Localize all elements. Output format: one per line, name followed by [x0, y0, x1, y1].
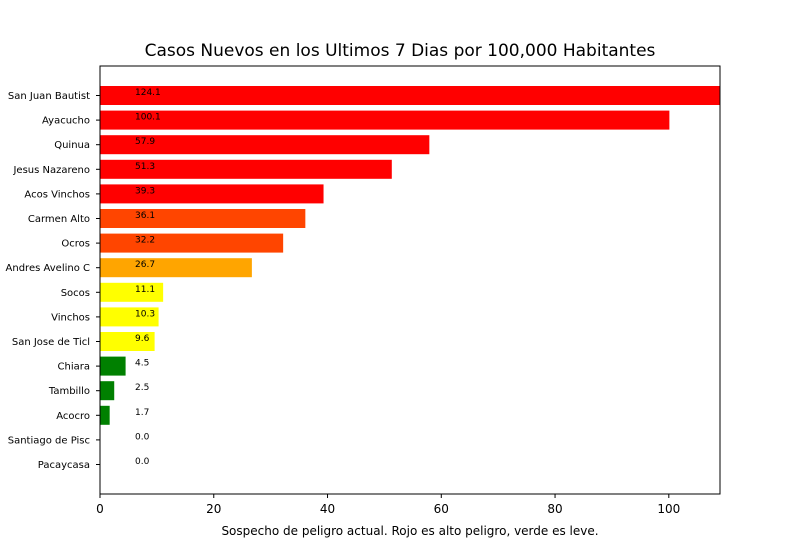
- x-tick-label: 0: [96, 502, 104, 516]
- y-tick-label: Chiara: [58, 362, 90, 373]
- bar: [100, 159, 392, 179]
- bar: [100, 184, 324, 204]
- data-label: 2.5: [135, 383, 149, 393]
- data-label: 36.1: [135, 211, 155, 221]
- bar: [100, 282, 164, 302]
- chart-title: Casos Nuevos en los Ultimos 7 Dias por 1…: [145, 41, 656, 61]
- y-tick-label: Pacaycasa: [38, 460, 90, 471]
- y-tick-label: San Jose de Ticl: [12, 337, 90, 348]
- x-tick-label: 40: [320, 502, 335, 516]
- y-tick-labels: San Juan Bautist Ayacucho Quinua Jesus Naza…: [6, 91, 100, 471]
- bar: [100, 381, 115, 401]
- data-label: 4.5: [135, 359, 149, 369]
- y-tick-label: Ayacucho: [42, 116, 90, 127]
- data-label: 51.3: [135, 162, 155, 172]
- data-label: 100.1: [135, 113, 161, 123]
- plot-frame: [99, 65, 721, 495]
- x-tick-label: 100: [657, 502, 680, 516]
- y-tick-label: Ocros: [61, 239, 90, 250]
- x-tick-label: 20: [206, 502, 221, 516]
- data-label: 11.1: [135, 285, 155, 295]
- y-tick-label: Tambillo: [48, 386, 90, 397]
- bar: [100, 356, 126, 376]
- data-label: 26.7: [135, 260, 155, 270]
- bar: [100, 135, 430, 155]
- y-tick-label: Acos Vinchos: [24, 189, 90, 200]
- data-labels: 124.1 100.1 57.9 51.3 39.3 36.1 32.2 26.7 11.1 10…: [135, 88, 161, 467]
- data-label: 57.9: [135, 137, 155, 147]
- bar: [100, 86, 720, 105]
- y-tick-label: Vinchos: [51, 312, 90, 323]
- bars-group: [100, 86, 720, 425]
- data-label: 10.3: [135, 309, 155, 319]
- data-label: 32.2: [135, 236, 155, 246]
- data-label: 0.0: [135, 432, 150, 442]
- bar: [100, 405, 110, 425]
- y-tick-label: Acocro: [56, 411, 90, 422]
- bar: [100, 332, 155, 351]
- y-tick-label: Socos: [61, 288, 90, 299]
- x-axis-ticks: 0 20 40 60 80 100: [96, 494, 680, 516]
- data-label: 124.1: [135, 88, 161, 98]
- y-tick-label: Quinua: [54, 140, 90, 151]
- y-tick-label: San Juan Bautist: [8, 91, 90, 102]
- data-label: 1.7: [135, 408, 149, 418]
- bar: [100, 110, 670, 130]
- x-tick-label: 60: [434, 502, 449, 516]
- y-tick-label: Santiago de Pisc: [8, 435, 90, 446]
- data-label: 0.0: [135, 457, 150, 467]
- bar: [100, 258, 252, 278]
- y-tick-label: Jesus Nazareno: [12, 165, 90, 176]
- x-tick-label: 80: [547, 502, 562, 516]
- data-label: 9.6: [135, 334, 150, 344]
- y-tick-label: Andres Avelino C: [6, 263, 90, 274]
- bar: [100, 233, 284, 253]
- bar: [100, 209, 306, 228]
- y-tick-label: Carmen Alto: [28, 214, 90, 225]
- bar: [100, 307, 159, 327]
- x-axis-label: Sospecho de peligro actual. Rojo es alto…: [221, 524, 598, 538]
- data-label: 39.3: [135, 186, 155, 196]
